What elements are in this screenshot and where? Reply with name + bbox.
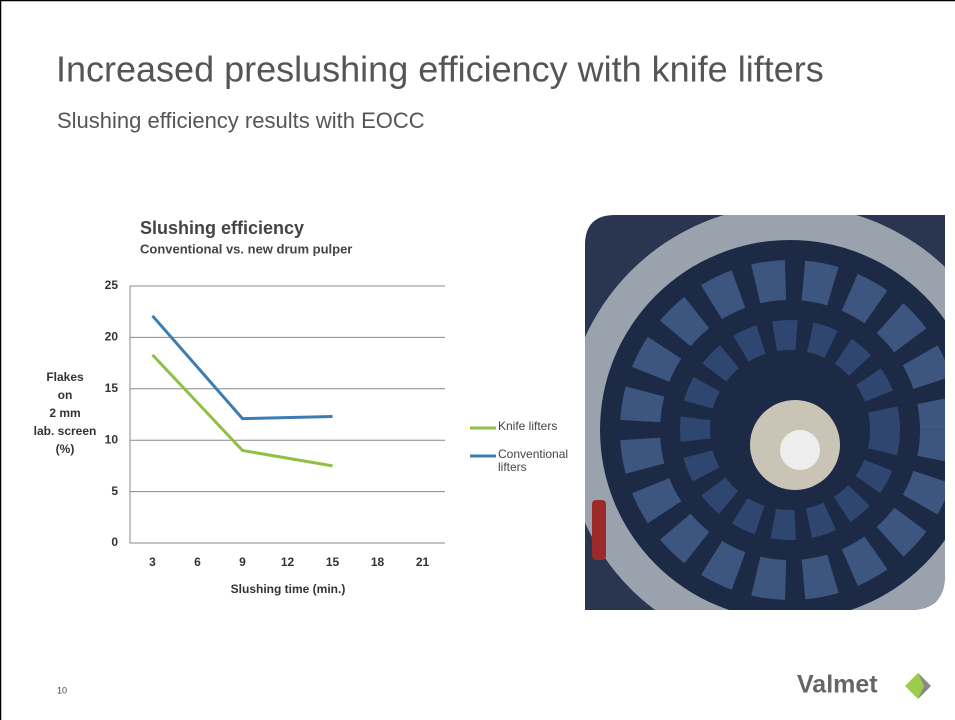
chart-subtitle: Conventional vs. new drum pulper <box>140 241 352 256</box>
slide: Increased preslushing efficiency with kn… <box>0 0 955 720</box>
x-tick-label: 9 <box>239 555 246 569</box>
photo <box>565 205 955 655</box>
slide-title: Increased preslushing efficiency with kn… <box>56 49 824 90</box>
legend-label: Conventional lifters <box>498 448 583 474</box>
legend-label: Knife lifters <box>498 420 583 433</box>
y-axis-label: (%) <box>56 442 75 456</box>
y-axis-label: on <box>58 388 73 402</box>
y-tick-label: 10 <box>105 432 119 446</box>
legend-item: Knife lifters <box>498 420 588 450</box>
x-tick-label: 3 <box>149 555 156 569</box>
x-tick-label: 15 <box>326 555 340 569</box>
y-tick-label: 25 <box>105 278 119 292</box>
x-tick-label: 21 <box>416 555 430 569</box>
x-tick-label: 18 <box>371 555 385 569</box>
x-tick-label: 12 <box>281 555 295 569</box>
x-tick-label: 6 <box>194 555 201 569</box>
y-tick-label: 20 <box>105 330 119 344</box>
y-axis-label: Flakes <box>46 370 84 384</box>
y-tick-label: 15 <box>105 381 119 395</box>
page-number: 10 <box>57 685 67 695</box>
legend-item: Conventional lifters <box>498 448 588 478</box>
y-axis-label: 2 mm <box>49 406 80 420</box>
chart-title: Slushing efficiency <box>140 218 304 238</box>
y-tick-label: 5 <box>111 484 118 498</box>
page: Increased preslushing efficiency with kn… <box>0 0 955 720</box>
y-tick-label: 0 <box>111 535 118 549</box>
y-axis-label: lab. screen <box>34 424 97 438</box>
logo-text: Valmet <box>797 671 878 699</box>
x-axis-label: Slushing time (min.) <box>231 582 346 596</box>
slide-subtitle: Slushing efficiency results with EOCC <box>57 108 425 133</box>
